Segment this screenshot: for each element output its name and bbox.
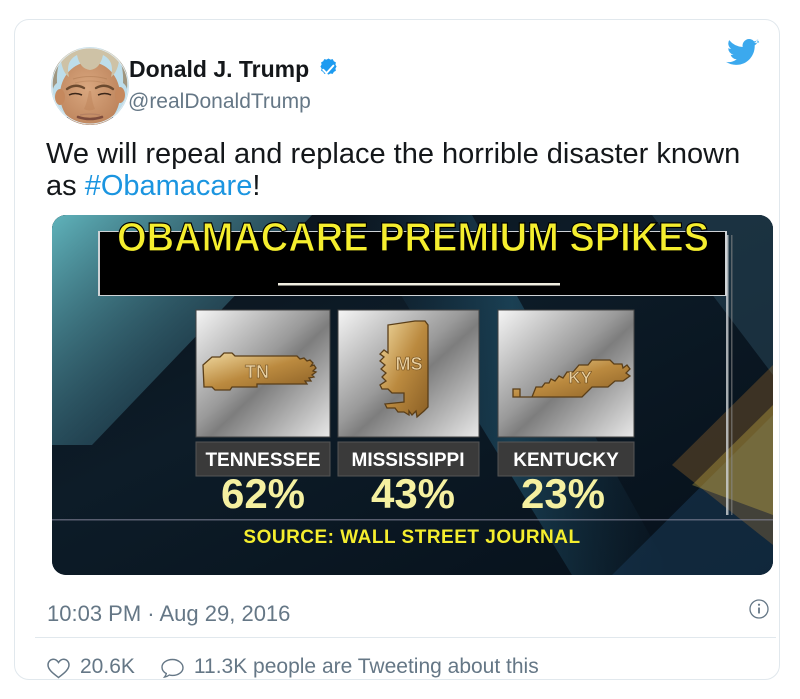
svg-text:MISSISSIPPI: MISSISSIPPI: [352, 450, 465, 471]
svg-text:MS: MS: [396, 354, 423, 374]
svg-text:TN: TN: [245, 362, 269, 382]
svg-text:OBAMACARE PREMIUM SPIKES: OBAMACARE PREMIUM SPIKES: [117, 215, 709, 260]
svg-text:43%: 43%: [371, 470, 455, 517]
svg-text:TENNESSEE: TENNESSEE: [205, 450, 320, 471]
svg-text:62%: 62%: [221, 470, 305, 517]
svg-text:23%: 23%: [521, 470, 605, 517]
svg-text:KENTUCKY: KENTUCKY: [513, 450, 619, 471]
svg-text:KY: KY: [568, 368, 592, 387]
svg-text:SOURCE: WALL STREET JOURNAL: SOURCE: WALL STREET JOURNAL: [243, 527, 580, 548]
